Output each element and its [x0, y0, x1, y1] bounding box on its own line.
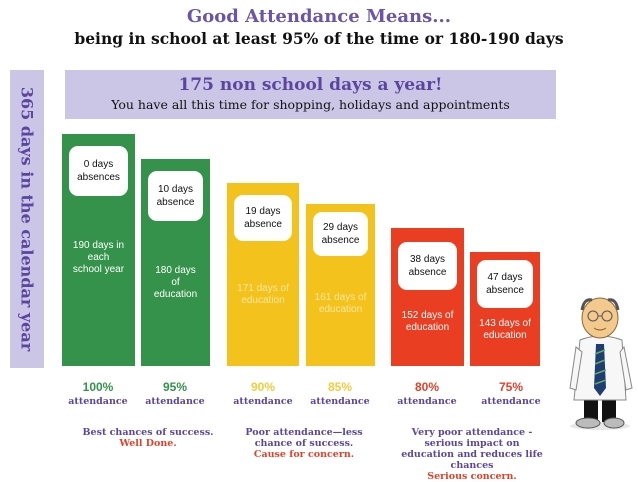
education-days: 152 days of education	[401, 310, 454, 333]
education-days: 190 days in each school year	[72, 240, 125, 275]
absence-box: 38 days absence	[398, 242, 457, 290]
absence-box: 19 days absence	[234, 195, 292, 241]
attendance-label: attendance	[481, 396, 541, 407]
caption-emphasis: Serious concern.	[427, 471, 517, 482]
percent-80: 80%	[414, 380, 440, 394]
attendance-label: attendance	[397, 396, 457, 407]
banner-title: 175 non school days a year!	[178, 75, 443, 95]
attendance-bar-85: 29 days absence 161 days of education	[306, 204, 375, 366]
caption-text: Very poor attendance - serious impact on…	[401, 427, 543, 471]
absence-box: 47 days absence	[477, 260, 533, 308]
absence-box: 0 days absences	[69, 146, 128, 196]
education-days: 171 days of education	[237, 283, 289, 306]
education-days: 180 days of education	[153, 265, 198, 300]
absence-box: 10 days absence	[148, 171, 203, 221]
page-subtitle: being in school at least 95% of the time…	[74, 29, 564, 48]
attendance-bar-100: 0 days absences 190 days in each school …	[62, 134, 135, 366]
teacher-cartoon-icon	[569, 297, 633, 430]
caption-poor: Poor attendance—less chance of success. …	[226, 427, 382, 460]
attendance-label: attendance	[233, 396, 293, 407]
caption-emphasis: Cause for concern.	[253, 449, 355, 460]
percent-95: 95%	[162, 380, 188, 394]
percent-85: 85%	[327, 380, 353, 394]
non-school-days-banner: 175 non school days a year! You have all…	[65, 70, 556, 119]
attendance-bar-90: 19 days absence 171 days of education	[227, 183, 299, 366]
sidebar-label: 365 days in the calendar year	[17, 86, 37, 352]
percent-100: 100%	[82, 380, 114, 394]
absence-box: 29 days absence	[313, 212, 368, 256]
attendance-label: attendance	[68, 396, 128, 407]
attendance-bar-80: 38 days absence 152 days of education	[391, 228, 464, 366]
calendar-year-sidebar: 365 days in the calendar year	[10, 70, 44, 368]
attendance-label: attendance	[310, 396, 370, 407]
percent-75: 75%	[498, 380, 524, 394]
attendance-bar-75: 47 days absence 143 days of education	[470, 252, 540, 366]
caption-good: Best chances of success. Well Done.	[68, 427, 228, 449]
attendance-bar-95: 10 days absence 180 days of education	[141, 159, 210, 366]
education-days: 161 days of education	[314, 292, 367, 315]
banner-subtitle: You have all this time for shopping, hol…	[111, 97, 510, 112]
caption-very-poor: Very poor attendance - serious impact on…	[398, 427, 546, 482]
caption-text: Poor attendance—less chance of success.	[245, 427, 363, 449]
percent-90: 90%	[250, 380, 276, 394]
education-days: 143 days of education	[479, 318, 531, 341]
page-title: Good Attendance Means...	[186, 6, 452, 27]
caption-text: Best chances of success.	[82, 427, 214, 438]
attendance-label: attendance	[145, 396, 205, 407]
caption-emphasis: Well Done.	[119, 438, 177, 449]
